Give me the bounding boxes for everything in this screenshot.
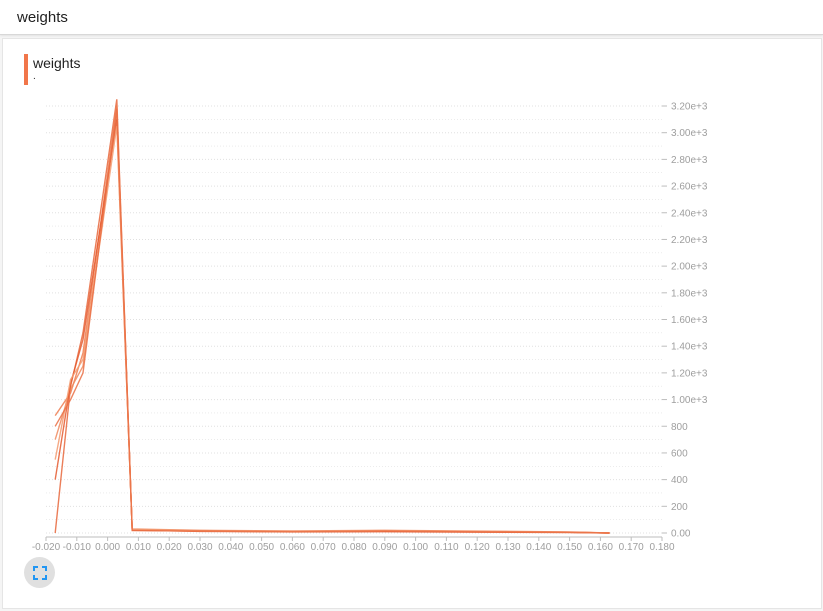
x-tick-label: 0.030 — [187, 542, 212, 553]
x-tick-label: 0.110 — [434, 542, 459, 553]
fit-to-screen-icon — [32, 565, 47, 580]
y-tick-label: 3.20e+3 — [671, 102, 708, 113]
x-tick-label: 0.090 — [372, 542, 397, 553]
page-title: weights — [17, 9, 68, 26]
x-tick-label: 0.150 — [557, 542, 582, 553]
y-tick-label: 400 — [671, 475, 688, 486]
y-tick-label: 2.40e+3 — [671, 208, 708, 219]
x-tick-label: 0.100 — [403, 542, 428, 553]
series-line — [54, 108, 610, 534]
series-line — [54, 112, 610, 534]
x-tick-label: -0.020 — [32, 542, 61, 553]
y-tick-label: 1.00e+3 — [671, 395, 708, 406]
y-tick-label: 3.00e+3 — [671, 128, 708, 139]
x-tick-label: 0.160 — [588, 542, 613, 553]
y-tick-label: 2.60e+3 — [671, 182, 708, 193]
x-tick-label: 0.010 — [126, 542, 151, 553]
x-tick-label: 0.060 — [280, 542, 305, 553]
x-tick-label: 0.080 — [341, 542, 366, 553]
x-tick-label: 0.050 — [249, 542, 274, 553]
x-tick-label: 0.000 — [95, 542, 120, 553]
y-tick-label: 2.20e+3 — [671, 235, 708, 246]
x-tick-label: 0.130 — [495, 542, 520, 553]
x-tick-label: 0.170 — [619, 542, 644, 553]
x-tick-label: 0.040 — [218, 542, 243, 553]
x-tick-label: 0.120 — [465, 542, 490, 553]
header-bar: weights — [0, 0, 823, 35]
fit-to-screen-button[interactable] — [24, 557, 55, 588]
series-color-swatch — [24, 54, 28, 85]
y-tick-label: 2.00e+3 — [671, 262, 708, 273]
y-tick-label: 200 — [671, 502, 688, 513]
y-tick-label: 1.80e+3 — [671, 288, 708, 299]
y-tick-label: 800 — [671, 422, 688, 433]
y-tick-label: 1.20e+3 — [671, 368, 708, 379]
x-tick-label: 0.070 — [311, 542, 336, 553]
series-label: weights — [33, 55, 81, 71]
x-tick-label: 0.180 — [649, 542, 674, 553]
series-line — [54, 99, 610, 534]
x-tick-label: 0.020 — [157, 542, 182, 553]
x-tick-label: -0.010 — [63, 542, 92, 553]
y-tick-label: 1.40e+3 — [671, 342, 708, 353]
y-tick-label: 0.00 — [671, 529, 691, 540]
series-line — [54, 125, 610, 534]
series-sublabel: . — [33, 71, 36, 82]
y-tick-label: 600 — [671, 448, 688, 459]
x-tick-label: 0.140 — [526, 542, 551, 553]
series-line — [54, 119, 610, 534]
y-tick-label: 1.60e+3 — [671, 315, 708, 326]
y-tick-label: 2.80e+3 — [671, 155, 708, 166]
